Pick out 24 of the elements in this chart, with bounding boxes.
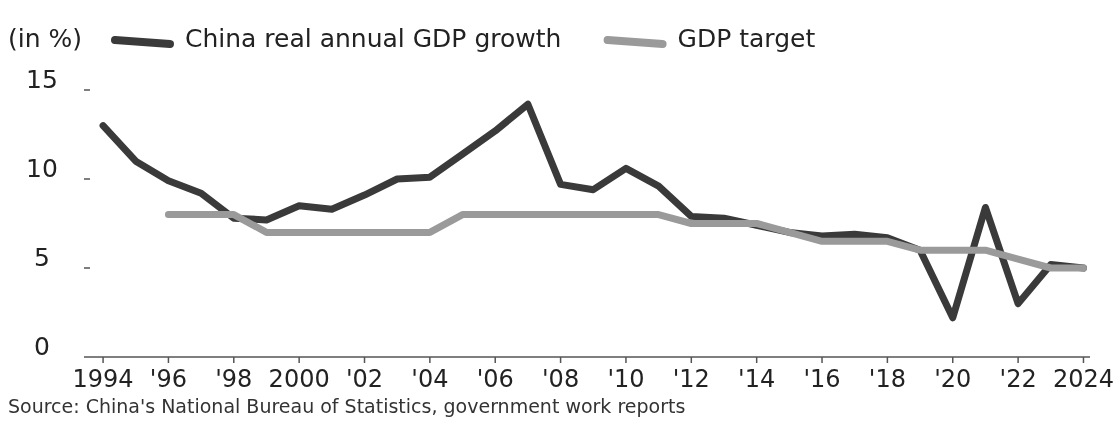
x-tick-label: '98 xyxy=(215,365,253,393)
x-tick-label: '96 xyxy=(149,365,187,393)
x-tick-label: '04 xyxy=(411,365,449,393)
x-tick-label: '08 xyxy=(542,365,580,393)
x-tick-label: 2024 xyxy=(1052,365,1114,393)
x-tick-label: '12 xyxy=(672,365,710,393)
x-tick-label: '02 xyxy=(345,365,384,393)
x-tick-label: '18 xyxy=(868,365,906,393)
y-axis-title: (in %) xyxy=(8,24,82,53)
legend-label: China real annual GDP growth xyxy=(185,24,562,53)
x-tick-label: '22 xyxy=(999,365,1037,393)
x-tick-label: 2000 xyxy=(268,365,330,393)
x-tick-label: '06 xyxy=(476,365,514,393)
x-tick-label: '10 xyxy=(607,365,645,393)
y-tick-label: 0 xyxy=(34,332,50,361)
legend-label: GDP target xyxy=(677,24,816,53)
x-tick-label: 1994 xyxy=(72,365,134,393)
x-tick-label: '16 xyxy=(803,365,841,393)
x-tick-label: '20 xyxy=(934,365,972,393)
y-tick-label: 15 xyxy=(26,65,58,94)
y-tick-label: 5 xyxy=(34,243,50,272)
y-tick-label: 10 xyxy=(26,154,58,183)
x-tick-label: '14 xyxy=(738,365,776,393)
source-note: Source: China's National Bureau of Statistics, government work reports xyxy=(8,395,686,417)
